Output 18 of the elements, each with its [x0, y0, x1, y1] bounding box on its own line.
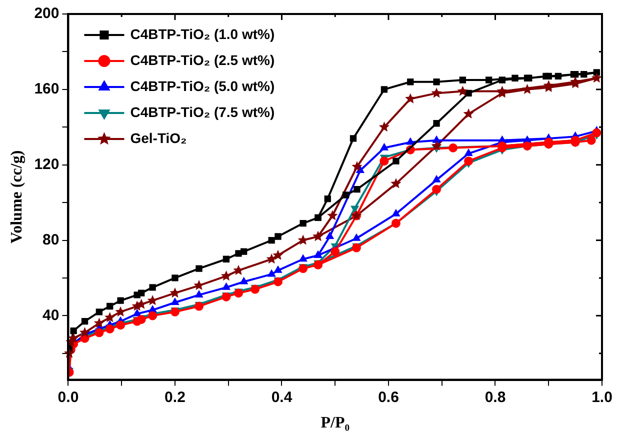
y-tick-label: 120 — [34, 156, 60, 173]
y-tick-label: 160 — [34, 80, 60, 98]
x-tick-label: 0.0 — [58, 388, 79, 406]
y-tick-label: 200 — [34, 5, 60, 22]
y-axis-title: Volume (cc/g) — [8, 150, 26, 244]
x-tick-label: 0.4 — [271, 388, 293, 406]
y-tick-label: 80 — [42, 231, 60, 248]
x-axis-title: P/P₀ — [320, 414, 350, 432]
legend-label: C4BTP-TiO₂ (2.5 wt%) — [130, 52, 275, 68]
legend-label: C4BTP-TiO₂ (1.0 wt%) — [130, 26, 275, 42]
x-tick-label: 0.6 — [378, 388, 399, 406]
x-tick-label: 0.2 — [164, 388, 186, 406]
legend-label: C4BTP-TiO₂ (7.5 wt%) — [130, 104, 275, 120]
y-tick-label: 40 — [42, 306, 60, 324]
x-tick-label: 1.0 — [592, 388, 612, 406]
x-tick-label: 0.8 — [484, 388, 506, 406]
legend-label: C4BTP-TiO₂ (5.0 wt%) — [130, 78, 275, 94]
legend-label: Gel-TiO₂ — [130, 130, 187, 146]
